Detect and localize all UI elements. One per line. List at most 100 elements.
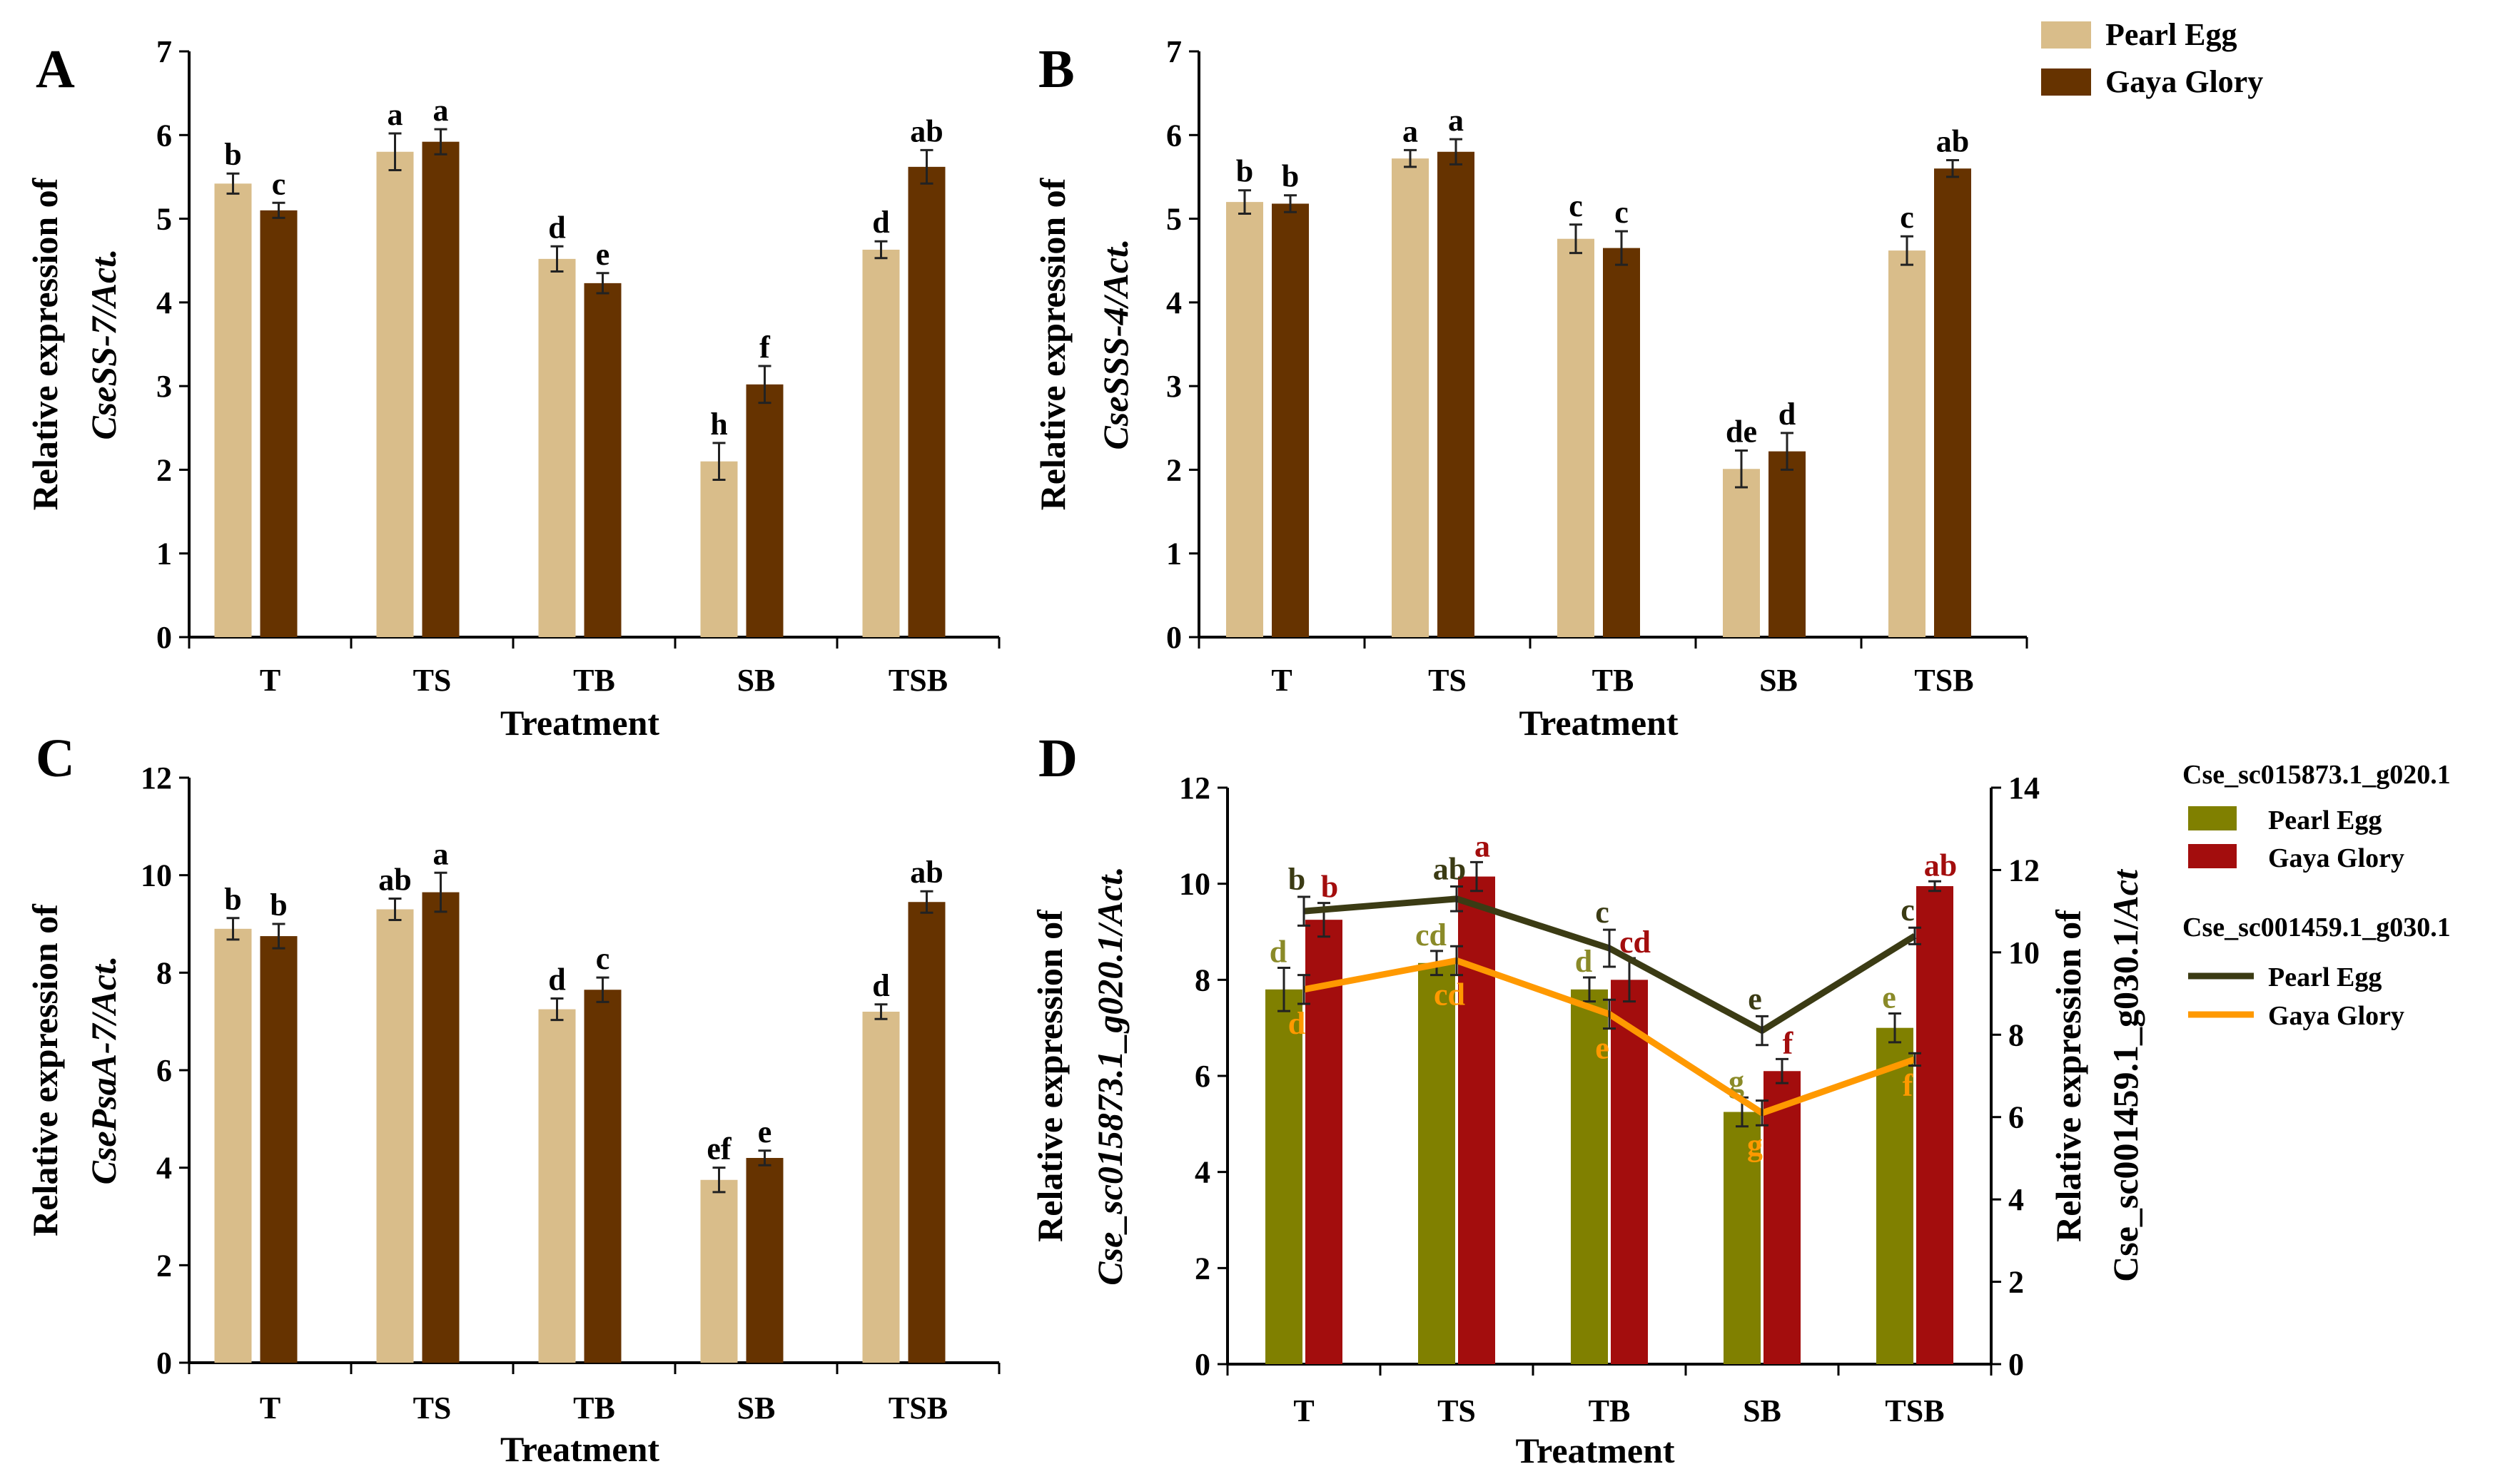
- panel-d-line-significance-label: cd: [1434, 977, 1465, 1012]
- panel-a-significance-label: c: [272, 166, 286, 201]
- panel-a-category-label: SB: [737, 663, 776, 698]
- panel-d-bar-gaya-glory: [1764, 1071, 1801, 1364]
- panel-a-ytick-label: 2: [156, 452, 172, 487]
- panel-a-significance-label: h: [710, 407, 727, 442]
- panel-c-ytick-label: 10: [141, 858, 172, 893]
- legend-d-line-label-pearl-egg: Pearl Egg: [2268, 962, 2382, 992]
- panel-d-bar-pearl-egg: [1265, 989, 1302, 1364]
- panel-c-significance-label: d: [548, 962, 565, 997]
- legend-top-label-gaya-glory: Gaya Glory: [2105, 64, 2263, 99]
- panel-a-bar-pearl-egg: [376, 151, 414, 637]
- panel-b-significance-label: d: [1778, 397, 1796, 432]
- panel-d-category-label: SB: [1743, 1393, 1781, 1428]
- panel-label-b: B: [1038, 39, 1075, 99]
- panel-a-significance-label: a: [433, 93, 449, 128]
- panel-a-ytick-label: 0: [156, 620, 172, 655]
- legend-d: Cse_sc015873.1_g020.1 Pearl Egg Gaya Glo…: [2182, 760, 2451, 1031]
- panel-c-ytick-label: 4: [156, 1151, 172, 1186]
- panel-a-bar-pearl-egg: [700, 461, 738, 637]
- panel-a-category-label: TB: [573, 663, 615, 698]
- panel-b-category-label: TB: [1592, 663, 1634, 698]
- panel-d-bar-significance-label: cd: [1415, 918, 1447, 952]
- panel-c-bar-gaya-glory: [260, 936, 298, 1363]
- panel-d-ytick-label-right: 4: [2008, 1182, 2024, 1217]
- legend-d-bar-title: Cse_sc015873.1_g020.1: [2182, 760, 2451, 790]
- panel-d-left-y-axis-title-line2: Cse_sc015873.1_g020.1/Act.: [1090, 866, 1130, 1285]
- panel-d-ytick-label: 2: [1195, 1251, 1210, 1286]
- panel-c-significance-label: ab: [910, 855, 943, 890]
- panel-b-ytick-label: 3: [1166, 369, 1182, 404]
- legend-top-swatch-pearl-egg: [2041, 21, 2091, 49]
- legend-top-swatch-gaya-glory: [2041, 68, 2091, 96]
- legend-d-line-title: Cse_sc001459.1_g030.1: [2182, 913, 2451, 942]
- panel-a-bar-gaya-glory: [746, 384, 784, 637]
- panel-b-chart: 0 1 2 3 4 5 6 7 T TS TB SB TSB Treatment b a c de c b a c d ab R…: [1033, 34, 2028, 743]
- panel-c-bar-gaya-glory: [584, 990, 622, 1363]
- panel-b-category-label: TS: [1428, 663, 1467, 698]
- panel-c-bar-gaya-glory: [746, 1158, 784, 1363]
- panel-d-line-significance-label: c: [1595, 895, 1609, 930]
- panel-a-significance-label: ab: [910, 113, 943, 148]
- panel-c-bar-gaya-glory: [422, 892, 460, 1363]
- panel-b-ytick-label: 6: [1166, 118, 1182, 153]
- panel-a-ytick-label: 7: [156, 34, 172, 69]
- panel-d-line-significance-label: d: [1288, 1006, 1305, 1041]
- panel-c-bar-pearl-egg: [376, 909, 414, 1363]
- panel-c-ytick-label: 0: [156, 1346, 172, 1381]
- panel-d-ytick-label: 10: [1179, 867, 1210, 902]
- panel-b-significance-label: c: [1614, 195, 1629, 230]
- panel-b-y-axis-title-line1: Relative expression of: [1033, 177, 1073, 510]
- legend-d-bar-label-gaya-glory: Gaya Glory: [2268, 843, 2404, 873]
- panel-c-category-label: TS: [413, 1391, 452, 1425]
- panel-a-bar-gaya-glory: [422, 141, 460, 637]
- panel-b-ytick-label: 7: [1166, 34, 1182, 69]
- panel-b-ytick-label: 0: [1166, 620, 1182, 655]
- panel-c-ytick-label: 8: [156, 955, 172, 990]
- panel-c-bar-pearl-egg: [700, 1179, 738, 1363]
- panel-d-bar-significance-label: f: [1783, 1025, 1794, 1060]
- panel-d-ytick-label: 12: [1179, 771, 1210, 805]
- panel-d-line-significance-label: c: [1901, 893, 1915, 928]
- panel-a-chart: 0 1 2 3 4 5 6 7 T TS TB SB TSB Treatment b a d h d c a e f ab Re…: [25, 34, 1001, 743]
- panel-a-significance-label: d: [548, 210, 565, 245]
- panel-c-bar-pearl-egg: [214, 928, 252, 1363]
- panel-b-category-label: SB: [1759, 663, 1798, 698]
- panel-a-y-axis-title-line1: Relative expression of: [25, 177, 65, 510]
- panel-d-right-y-axis-title-line1: Relative expression of: [2048, 909, 2088, 1242]
- panel-c-bar-gaya-glory: [908, 902, 946, 1363]
- panel-b-significance-label: ab: [1936, 123, 1969, 158]
- panel-d-ytick-label: 8: [1195, 962, 1210, 997]
- panel-a-y-axis-title-line2: CseSS-7/Act.: [84, 248, 123, 439]
- panel-b-significance-label: a: [1402, 113, 1418, 148]
- panel-d-line-gaya-glory: [1303, 957, 1916, 1117]
- panel-d-category-label: T: [1293, 1393, 1314, 1428]
- panel-d-bar-significance-label: d: [1270, 935, 1287, 970]
- panel-b-significance-label: a: [1448, 103, 1464, 138]
- panel-d-line-significance-label: f: [1903, 1068, 1914, 1103]
- panel-c-category-label: SB: [737, 1391, 776, 1425]
- panel-d-ytick-label-right: 10: [2008, 935, 2040, 970]
- panel-d-bar-significance-label: a: [1474, 828, 1490, 863]
- panel-c-y-axis-title-line1: Relative expression of: [25, 903, 65, 1236]
- panel-d-line-significance-label: e: [1748, 981, 1762, 1016]
- panel-a-bar-gaya-glory: [908, 166, 946, 638]
- panel-b-bar-gaya-glory: [1603, 248, 1640, 637]
- panel-c-significance-label: e: [758, 1114, 772, 1149]
- panel-b-bar-gaya-glory: [1768, 451, 1806, 637]
- panel-c-significance-label: ef: [707, 1132, 732, 1167]
- panel-d-bar-significance-label: b: [1321, 870, 1338, 905]
- panel-c-significance-label: c: [596, 941, 610, 976]
- panel-d-left-y-axis-title-line1: Relative expression of: [1030, 909, 1070, 1242]
- panel-c-chart: 0 2 4 6 8 10 12 T TS TB SB TSB Treatment b ab d ef d b a c e a…: [25, 761, 1001, 1469]
- panel-b-ytick-label: 1: [1166, 537, 1182, 571]
- legend-top: Pearl Egg Gaya Glory: [2041, 17, 2263, 99]
- panel-d-ytick-label-right: 14: [2008, 771, 2040, 805]
- panel-a-category-label: TSB: [889, 663, 948, 698]
- panel-d-x-axis-title: Treatment: [1515, 1430, 1674, 1470]
- panel-b-category-label: T: [1271, 663, 1292, 698]
- panel-c-ytick-label: 2: [156, 1248, 172, 1283]
- panel-d-bar-gaya-glory: [1305, 920, 1342, 1364]
- panel-label-c: C: [36, 728, 75, 788]
- panel-c-category-label: T: [260, 1391, 280, 1425]
- panel-c-ytick-label: 12: [141, 761, 172, 796]
